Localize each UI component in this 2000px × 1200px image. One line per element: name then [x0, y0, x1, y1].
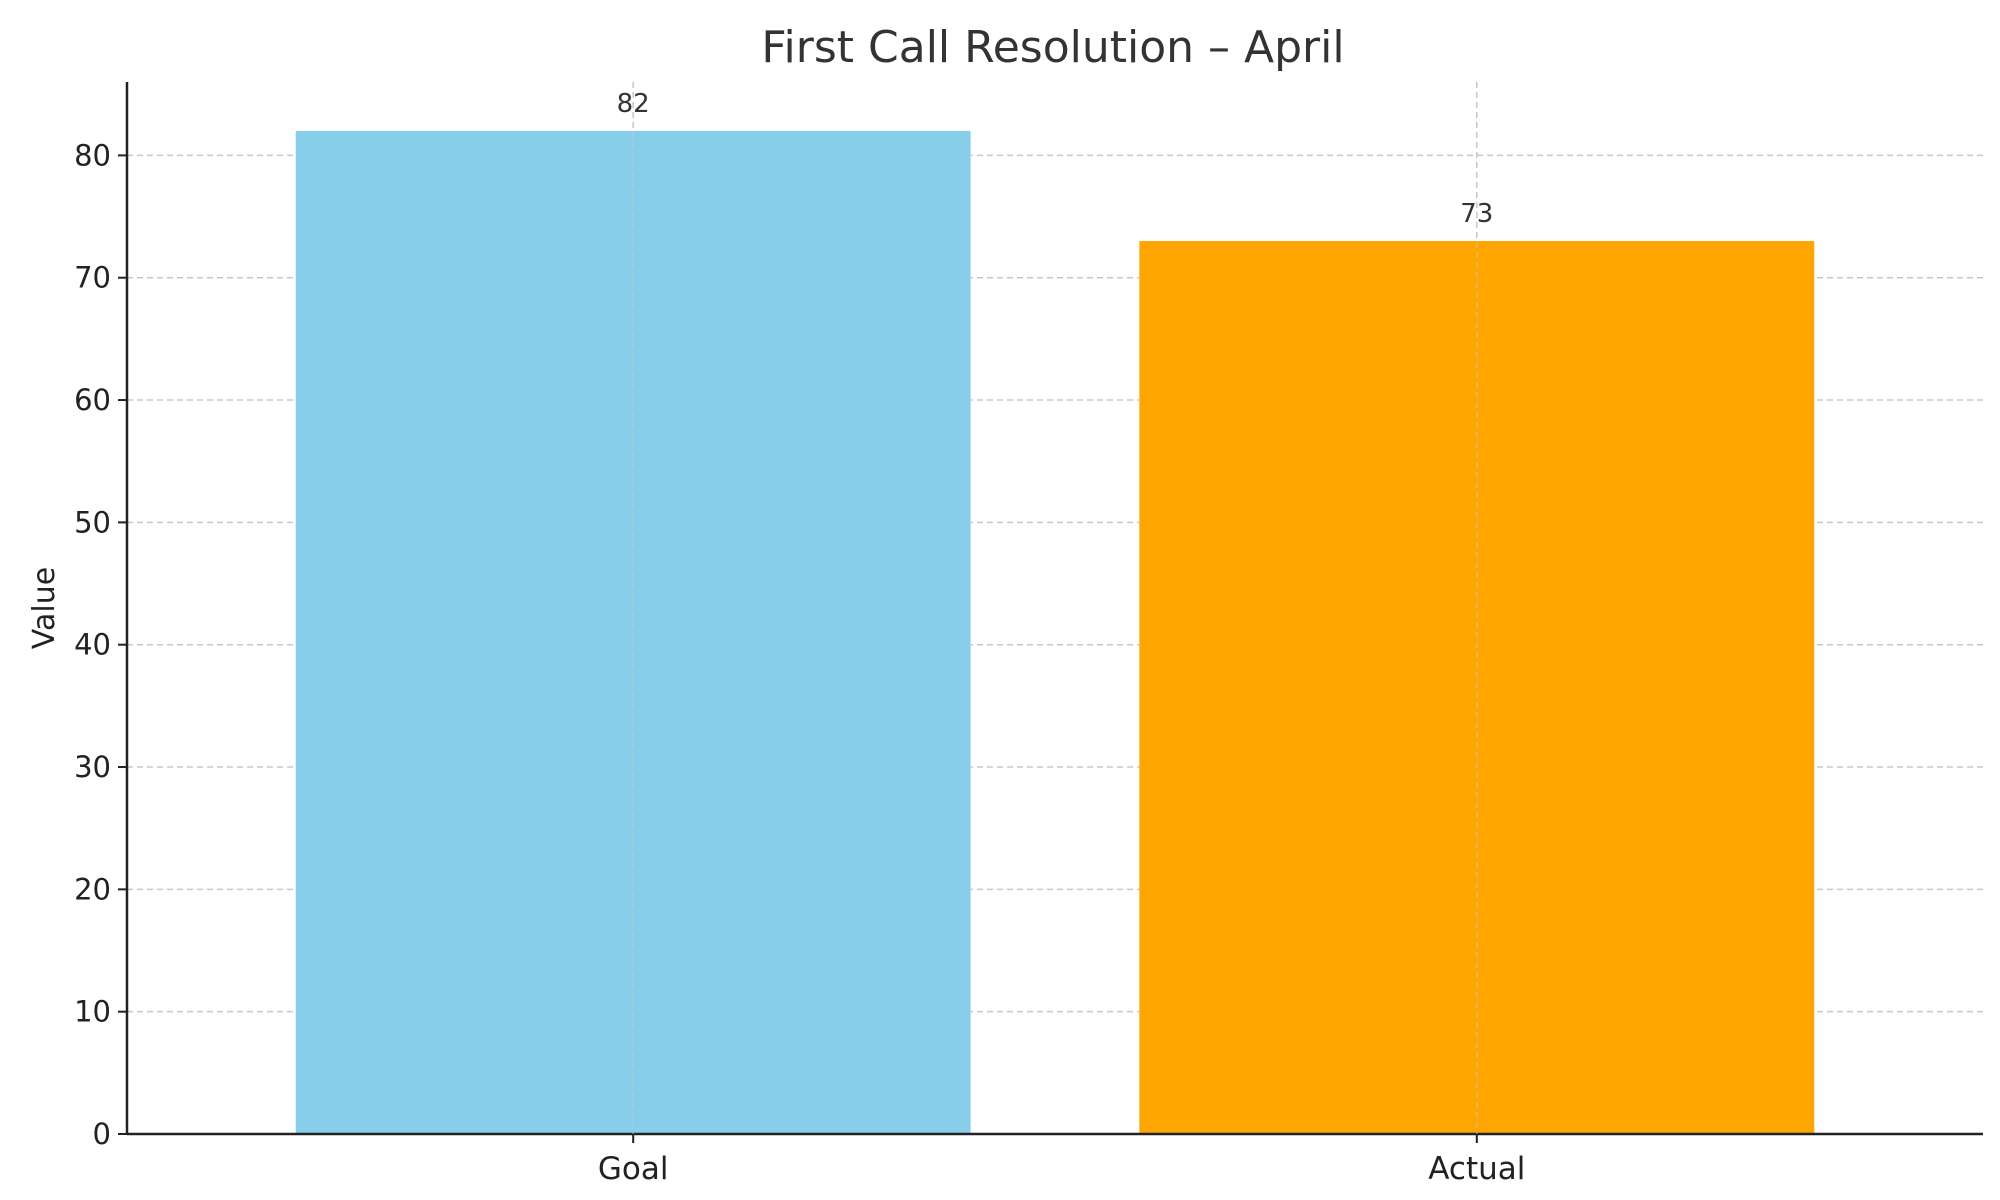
labels-layer: 0 10 20 30 40 50 60 70 80 Goal 82 Actual 73: [74, 82, 1525, 1187]
axes-layer: [118, 82, 1983, 1143]
data-label-actual: 73: [1460, 199, 1493, 229]
y-tick-label: 0: [93, 1117, 111, 1151]
y-tick-label: 60: [74, 383, 111, 417]
y-axis-label: Value: [27, 567, 62, 649]
y-tick-label: 80: [74, 138, 111, 172]
data-label-goal: 82: [617, 89, 650, 119]
y-tick-label: 70: [74, 261, 111, 295]
y-tick-label: 30: [74, 750, 111, 784]
x-tick-label-goal: Goal: [598, 1151, 669, 1187]
y-tick-label: 20: [74, 872, 111, 906]
chart-title: First Call Resolution – April: [761, 22, 1344, 73]
y-tick-label: 10: [74, 995, 111, 1029]
y-tick-label: 40: [74, 628, 111, 662]
x-tick-label-actual: Actual: [1428, 1151, 1525, 1187]
bars-layer: [295, 130, 1815, 1134]
y-tick-label: 50: [74, 505, 111, 539]
